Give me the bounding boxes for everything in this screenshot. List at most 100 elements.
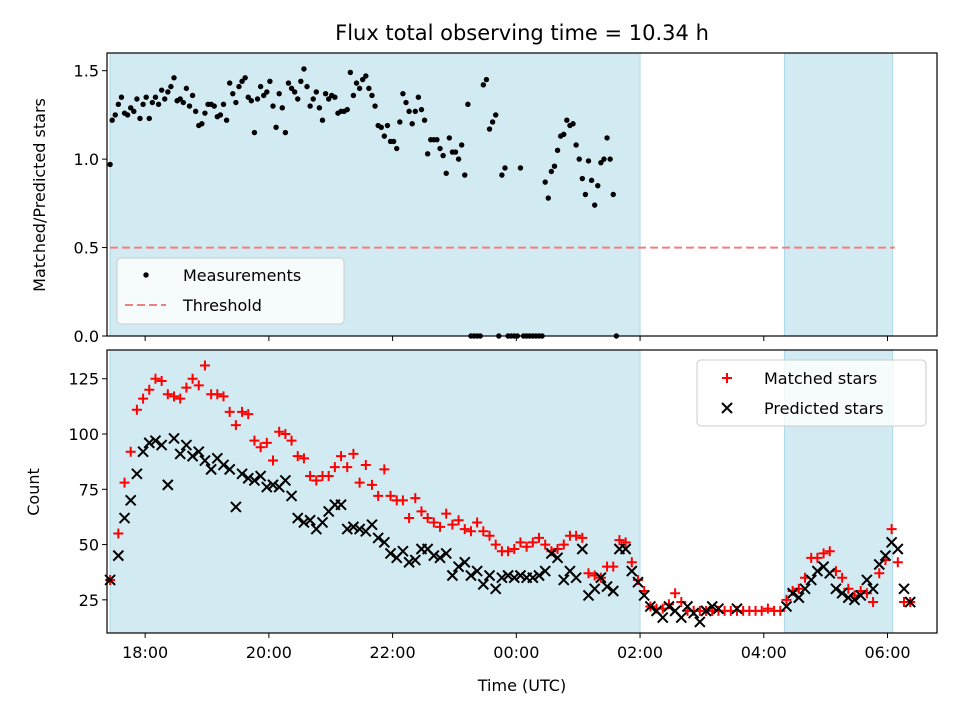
- bot-point: [112, 549, 125, 562]
- bot-point: [824, 546, 835, 557]
- bot-point: [255, 442, 266, 453]
- top-point: [499, 172, 505, 178]
- legend-marker-matched: [722, 373, 732, 383]
- bot-point: [199, 360, 210, 371]
- bot-point: [694, 616, 706, 628]
- top-point: [251, 129, 258, 136]
- legend-label-matched: Matched stars: [764, 369, 877, 388]
- bot-point: [280, 429, 291, 440]
- top-point: [418, 106, 425, 113]
- bot-point: [379, 464, 390, 475]
- bot-point: [799, 583, 811, 595]
- bot-point: [224, 406, 235, 417]
- top-point: [298, 78, 304, 85]
- bot-point: [237, 406, 248, 417]
- top-point: [493, 112, 499, 118]
- bot-point: [805, 574, 817, 586]
- top-point: [254, 96, 261, 102]
- bot-point: [848, 594, 861, 606]
- bot-y-tick-label: 100: [68, 425, 99, 444]
- bot-point: [385, 490, 396, 501]
- bot-point: [180, 439, 193, 451]
- top-point: [288, 85, 295, 92]
- bot-point: [144, 384, 155, 395]
- bot-point: [162, 479, 174, 491]
- top-point: [598, 159, 604, 166]
- bot-point: [484, 530, 495, 541]
- bot-point: [223, 463, 236, 476]
- bot-point: [793, 583, 804, 594]
- top-point: [245, 94, 251, 100]
- top-point: [440, 152, 446, 159]
- bot-point: [230, 501, 242, 513]
- bot-point: [843, 583, 854, 594]
- bot-point: [416, 506, 427, 517]
- bot-point: [249, 435, 260, 446]
- bot-point: [898, 583, 910, 595]
- bot-point: [155, 439, 168, 451]
- bot-point: [366, 479, 377, 490]
- top-point: [424, 151, 431, 157]
- bot-point: [490, 583, 502, 595]
- bot-point: [409, 554, 421, 566]
- top-point: [319, 117, 326, 123]
- bot-point: [125, 446, 136, 457]
- top-point: [434, 136, 440, 143]
- top-point: [168, 83, 174, 90]
- bot-point: [459, 556, 471, 568]
- top-point: [400, 90, 406, 97]
- top-point: [502, 165, 508, 171]
- top-point: [412, 108, 418, 115]
- bot-point: [150, 373, 161, 384]
- bot-point: [687, 607, 700, 619]
- bot-point: [558, 539, 569, 550]
- legend-label-measurements: Measurements: [183, 266, 301, 285]
- bot-point: [243, 409, 254, 420]
- bot-point: [811, 565, 824, 577]
- bot-y-tick-label: 25: [79, 591, 99, 610]
- bot-point: [347, 521, 360, 533]
- bot-point: [626, 565, 638, 577]
- top-point: [344, 106, 350, 113]
- top-legend: Measurements Threshold: [116, 257, 345, 325]
- top-point: [369, 92, 375, 99]
- bot-point: [305, 471, 316, 482]
- top-data-marks: [107, 66, 895, 339]
- bot-point: [329, 462, 340, 473]
- bot-point: [793, 591, 805, 604]
- bot-point: [267, 479, 279, 491]
- bottom-y-axis-label: Count: [24, 468, 43, 516]
- bot-point: [348, 448, 359, 459]
- bot-point: [119, 477, 130, 488]
- top-point: [189, 92, 196, 99]
- bot-point: [453, 515, 464, 526]
- bot-point: [756, 605, 767, 616]
- bot-point: [588, 583, 601, 595]
- bot-point: [156, 375, 167, 386]
- bot-point: [886, 524, 897, 535]
- top-shaded-span: [784, 53, 893, 336]
- top-point: [233, 99, 239, 106]
- top-point: [134, 96, 140, 102]
- top-ticks: 0.0 0.5 1.0 1.5: [74, 62, 889, 346]
- bot-point: [904, 596, 916, 608]
- top-point: [607, 156, 613, 162]
- bot-point: [657, 611, 669, 624]
- bot-point: [397, 545, 409, 557]
- bot-point: [626, 557, 637, 568]
- bot-point: [614, 535, 625, 546]
- bot-point: [533, 569, 545, 582]
- bot-point: [199, 454, 211, 467]
- top-point: [295, 96, 301, 102]
- top-point: [591, 202, 598, 208]
- bot-point: [125, 494, 137, 507]
- bot-point: [583, 568, 594, 579]
- bot-point: [212, 389, 223, 400]
- bot-point: [168, 432, 180, 445]
- top-point: [149, 99, 156, 106]
- top-point: [406, 108, 412, 115]
- top-point: [347, 69, 354, 76]
- bot-y-tick-label: 125: [68, 370, 99, 389]
- top-point: [128, 105, 134, 111]
